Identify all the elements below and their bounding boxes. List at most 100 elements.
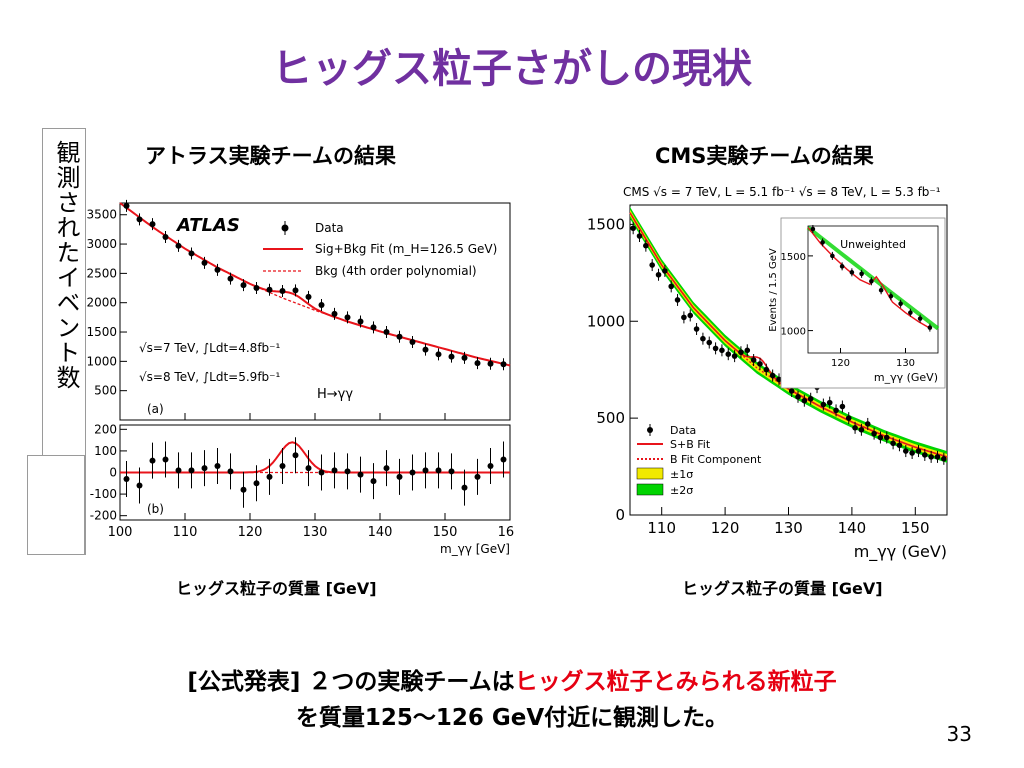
atlas-residual-point	[175, 467, 182, 474]
cms-data-point	[928, 454, 934, 460]
atlas-label: ATLAS	[175, 215, 240, 236]
atlas-heading: アトラス実験チームの結果	[145, 144, 396, 168]
atlas-residual-point	[474, 473, 481, 480]
cms-data-point	[649, 262, 655, 268]
cms-inset-xtick-label: 120	[831, 358, 850, 369]
atlas-data-point	[331, 310, 338, 317]
atlas-residual-point	[331, 467, 338, 474]
cms-inset-ytick-label: 1000	[781, 327, 806, 338]
cms-xtick-label: 110	[647, 519, 676, 537]
atlas-data-point	[136, 216, 143, 223]
atlas-ytick-label-a: 1500	[86, 325, 117, 339]
atlas-residual-point	[149, 457, 156, 464]
atlas-data-point	[448, 353, 455, 360]
atlas-residual-point	[123, 475, 130, 482]
cms-data-point	[725, 351, 732, 357]
atlas-residual-point	[292, 452, 299, 459]
atlas-ytick-label-b: -100	[90, 487, 117, 501]
atlas-xtick-label: 130	[303, 525, 328, 540]
atlas-data-point	[383, 329, 390, 336]
x-axis-caption-atlas: ヒッグス粒子の質量 [GeV]	[176, 579, 377, 598]
cms-inset-data-point	[869, 278, 874, 284]
atlas-data-point	[344, 314, 351, 321]
cms-inset-frame	[807, 225, 939, 354]
cms-data-point	[826, 399, 833, 406]
note-line-1: [公式発表] ２つの実験チームはヒッグス粒子とみられる新粒子	[0, 662, 1024, 696]
y-axis-caption: 観測されたイベント数	[52, 140, 80, 390]
cms-x-axis-label: m_γγ (GeV)	[854, 542, 947, 562]
cms-inset-title: Unweighted	[840, 238, 906, 251]
atlas-data-point	[487, 360, 494, 367]
cms-data-point	[681, 314, 687, 321]
atlas-residual-point	[279, 463, 286, 470]
cms-xtick-label: 140	[838, 519, 867, 537]
cms-data-point	[807, 395, 814, 402]
cms-ytick-label: 0	[615, 506, 625, 524]
cms-inset-data-point	[908, 310, 913, 315]
cms-inset-data-point	[878, 287, 884, 293]
atlas-data-point	[370, 324, 377, 331]
cms-data-point	[871, 430, 877, 437]
cms-data-point	[712, 345, 719, 352]
cms-data-point	[744, 347, 751, 354]
atlas-residual-point	[188, 467, 195, 474]
slide-title: ヒッグス粒子さがしの現状	[272, 46, 752, 92]
cms-xtick-label: 130	[774, 519, 803, 537]
cms-data-point	[877, 434, 884, 441]
cms-inset-data-point	[839, 264, 845, 269]
cms-data-point	[643, 242, 649, 249]
cms-legend-1sigma: ±1σ	[670, 468, 693, 481]
cms-data-point	[769, 372, 776, 379]
atlas-xtick-label: 120	[238, 525, 263, 540]
atlas-residual-point	[487, 463, 494, 470]
atlas-residual-point	[357, 471, 364, 478]
atlas-residual-point	[253, 480, 260, 487]
atlas-residual-point	[370, 478, 377, 485]
cms-data-point	[788, 388, 795, 394]
atlas-legend-data: Data	[315, 221, 344, 235]
cms-heading: CMS実験チームの結果	[655, 144, 874, 168]
cms-data-point	[795, 394, 801, 400]
atlas-ytick-label-a: 500	[94, 384, 117, 398]
atlas-ytick-label-a: 1000	[86, 354, 117, 368]
atlas-residual-point	[461, 484, 468, 491]
cms-ytick-label: 1000	[587, 312, 625, 330]
cms-data-point	[883, 434, 890, 441]
cms-data-point	[833, 407, 839, 414]
cms-data-point	[776, 376, 782, 383]
cms-data-point	[763, 366, 770, 373]
cms-legend-1sigma-swatch	[636, 467, 664, 480]
atlas-residual-point	[162, 456, 169, 463]
atlas-data-point	[292, 287, 299, 294]
atlas-sig-bkg-fit-line	[119, 202, 511, 367]
atlas-residual-fit-line	[120, 441, 510, 474]
atlas-data-point	[149, 221, 156, 228]
atlas-xtick-label: 160	[498, 525, 515, 540]
cms-data-point	[852, 425, 858, 431]
atlas-residual-point	[136, 482, 143, 489]
atlas-residual-point	[448, 468, 455, 475]
atlas-annotation-7tev: √s=7 TeV, ∫Ldt=4.8fb⁻¹	[139, 341, 280, 355]
atlas-xtick-label: 140	[368, 525, 393, 540]
cms-data-point	[738, 349, 744, 356]
cms-data-point	[731, 353, 738, 359]
note-line-2: を質量125～126 GeV付近に観測した。	[295, 705, 729, 731]
cms-legend-data: Data	[670, 424, 696, 437]
cms-data-point	[890, 440, 896, 447]
cms-data-point	[719, 347, 725, 354]
atlas-data-point	[305, 293, 312, 300]
cms-inset-data-point	[820, 240, 825, 245]
cms-data-point	[662, 268, 668, 274]
atlas-residual-point	[409, 469, 416, 476]
atlas-legend-fit: Sig+Bkg Fit (m_H=126.5 GeV)	[315, 242, 497, 256]
atlas-ytick-label-a: 2500	[86, 266, 117, 280]
atlas-data-point	[188, 250, 195, 257]
atlas-data-point	[201, 259, 208, 266]
atlas-residual-point	[214, 463, 221, 470]
cms-data-point	[757, 361, 763, 367]
cms-inset-data-point	[888, 293, 894, 299]
cms-data-point	[700, 335, 706, 342]
atlas-ytick-label-b: 0	[109, 466, 117, 480]
cms-data-point	[820, 401, 827, 408]
cms-inset-data-point	[849, 270, 855, 275]
